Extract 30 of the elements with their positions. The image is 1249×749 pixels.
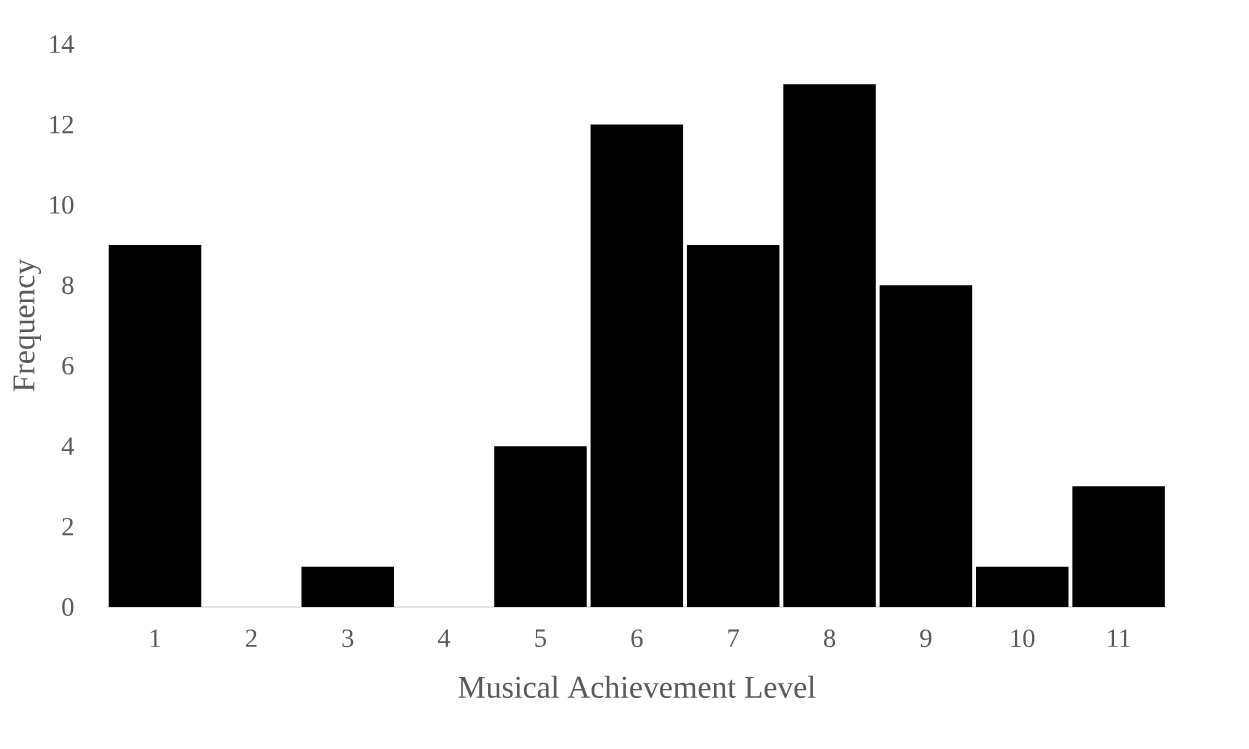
y-tick-label: 12	[50, 115, 73, 134]
bar	[686, 245, 780, 607]
x-tick-label: 3	[342, 629, 354, 648]
x-tick-label: 5	[535, 629, 546, 647]
bar	[783, 84, 876, 607]
x-tick-label: 9	[920, 629, 932, 648]
x-tick-label: 4	[438, 629, 451, 647]
x-tick-label: 11	[1108, 629, 1130, 647]
bar	[494, 446, 587, 607]
y-tick-label: 10	[50, 195, 74, 214]
y-tick-label: 6	[62, 356, 74, 375]
x-tick-label: 10	[1011, 629, 1035, 648]
y-tick-label: 8	[62, 276, 74, 295]
y-tick-label: 0	[62, 598, 74, 616]
x-tick-label: 7	[728, 629, 739, 647]
y-tick-label: 4	[61, 437, 75, 455]
bar	[108, 245, 202, 607]
y-tick-label: 2	[62, 517, 73, 536]
y-tick-label: 14	[50, 35, 75, 53]
bar	[879, 285, 973, 607]
x-tick-label: 8	[823, 629, 836, 648]
x-tick-label: 2	[245, 629, 257, 647]
bar	[976, 566, 1069, 607]
bar	[590, 124, 684, 607]
y-axis-title: Frequency	[13, 258, 42, 392]
x-axis-title: Musical Achievement Level	[458, 675, 816, 698]
bar	[1072, 486, 1165, 607]
x-tick-label: 6	[631, 629, 643, 648]
bar	[301, 566, 394, 607]
x-tick-label: 1	[150, 629, 160, 647]
